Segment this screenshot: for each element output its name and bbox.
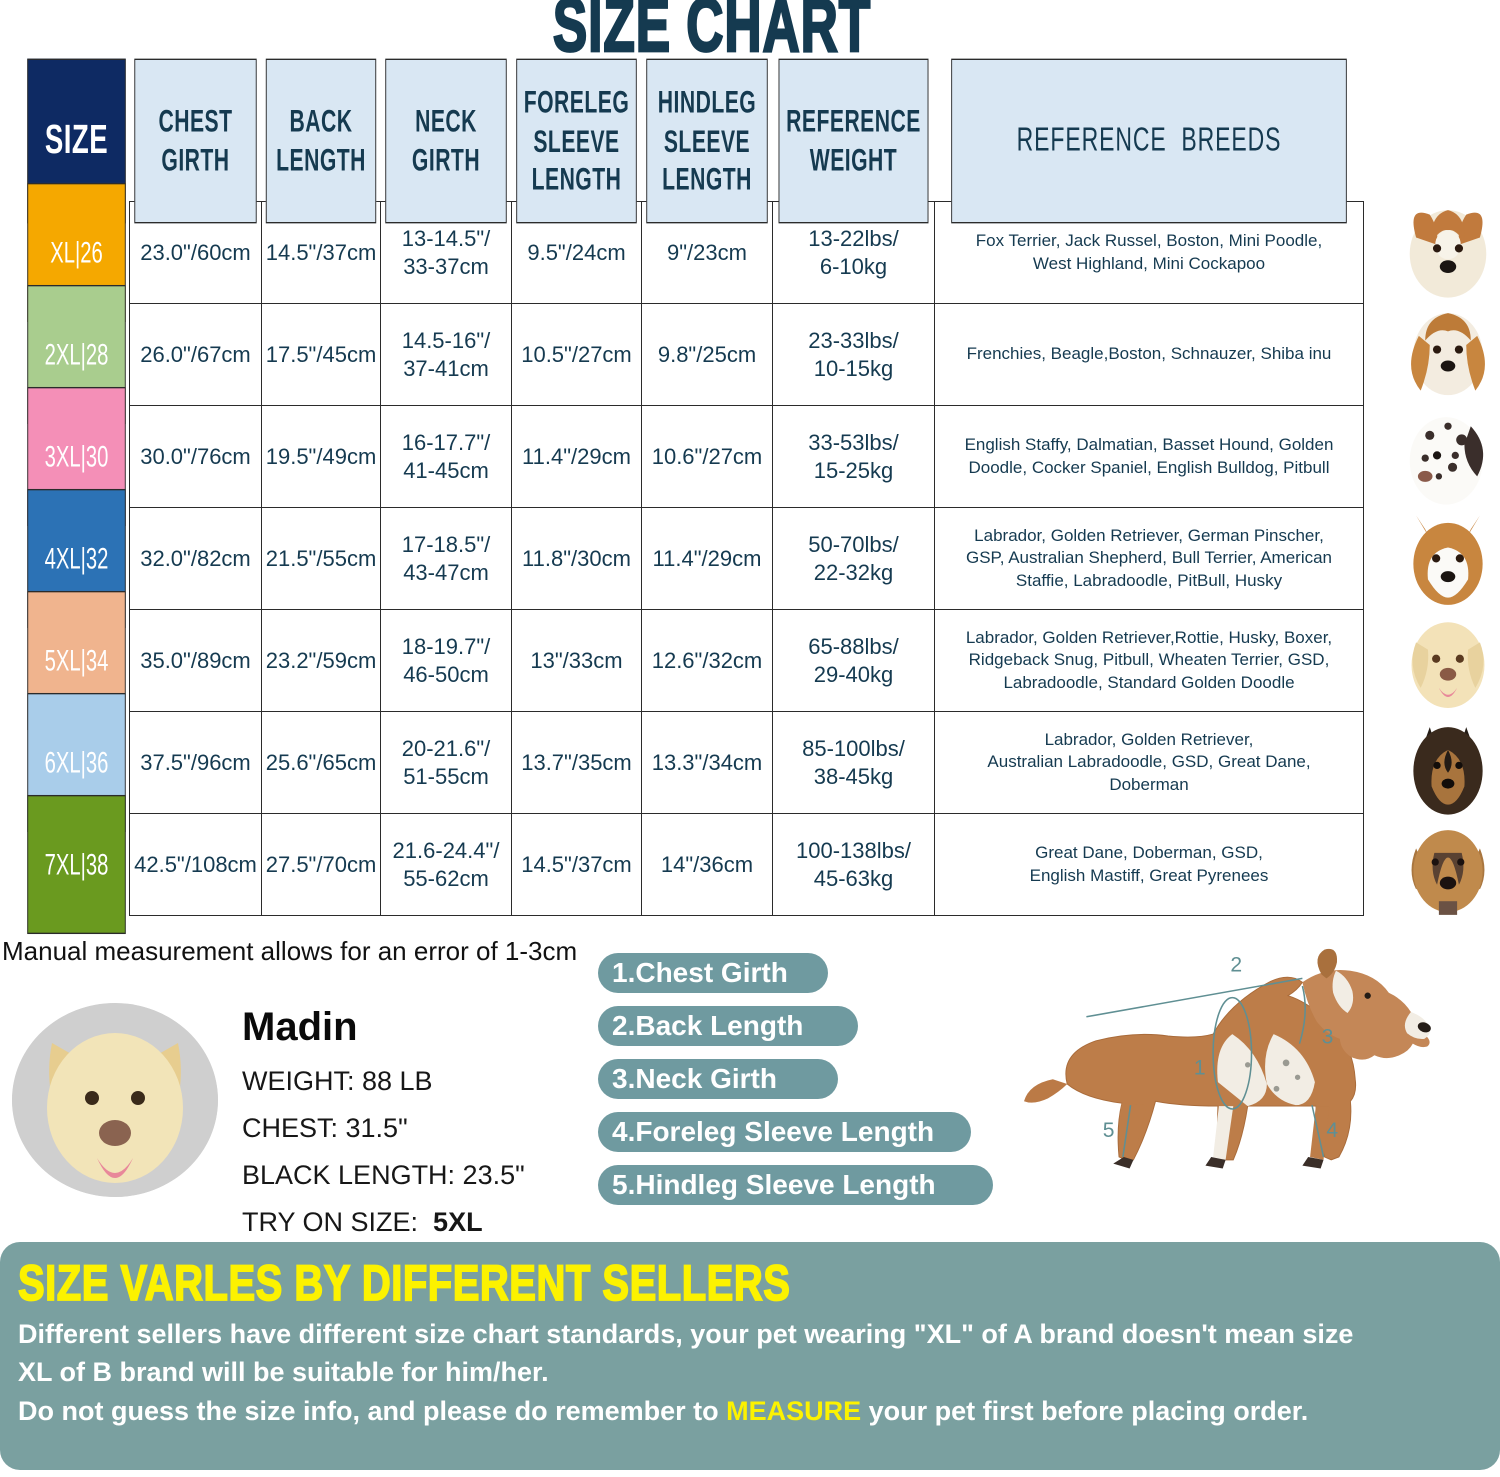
svg-text:2: 2 xyxy=(1230,954,1242,977)
svg-text:1: 1 xyxy=(1194,1056,1206,1079)
svg-text:4: 4 xyxy=(1326,1119,1338,1142)
svg-text:3: 3 xyxy=(1322,1026,1334,1049)
svg-text:5: 5 xyxy=(1103,1119,1115,1142)
